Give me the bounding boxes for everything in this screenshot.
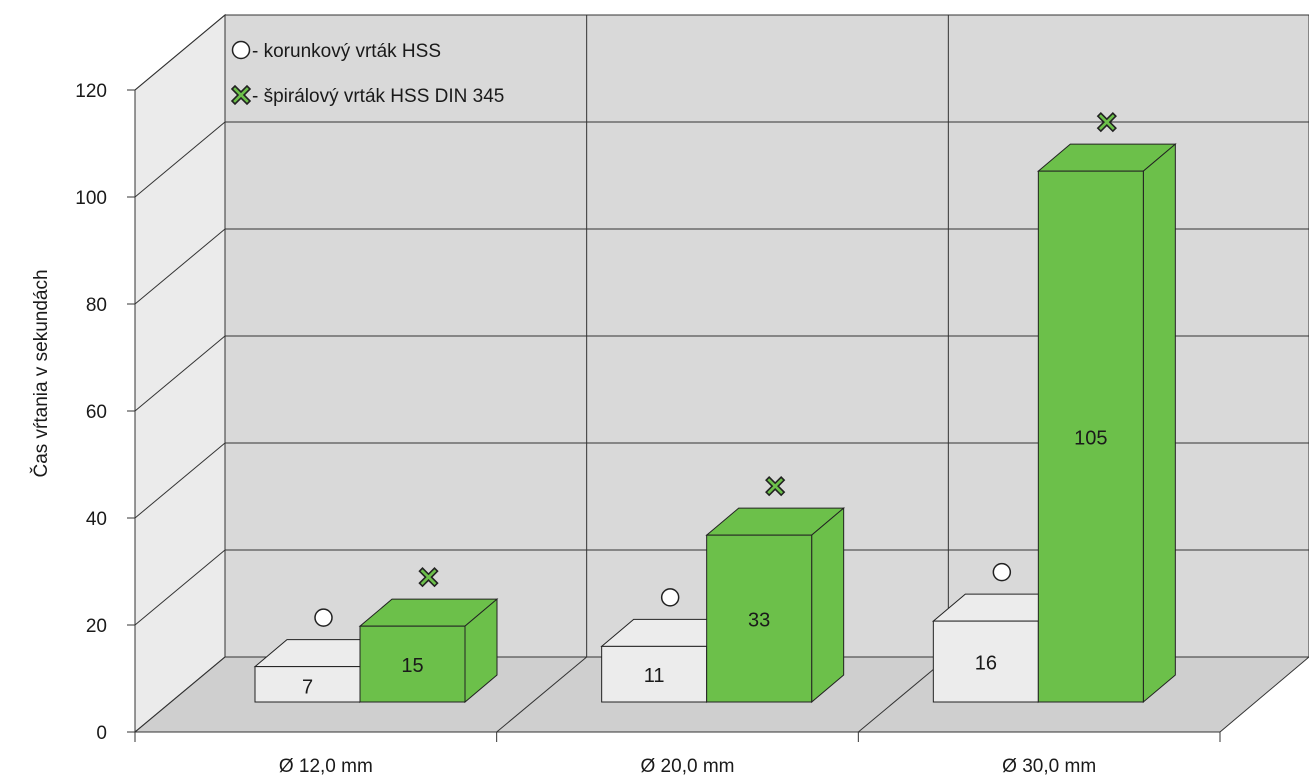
- legend-label: - korunkový vrták HSS: [252, 41, 441, 62]
- bar: [358, 598, 499, 704]
- bar-value-label: 7: [302, 676, 313, 698]
- y-tick-label: 40: [86, 509, 107, 530]
- bar-value-label: 15: [401, 655, 423, 677]
- floor-divider: [496, 656, 587, 733]
- y-tick-label: 80: [86, 295, 107, 316]
- bar-value-label: 11: [644, 665, 665, 687]
- bar: [1036, 143, 1177, 704]
- bar-front: [601, 645, 708, 703]
- bar-side: [1142, 143, 1176, 704]
- bar-value-label: 33: [748, 610, 770, 632]
- bar: [253, 638, 394, 704]
- category-label: Ø 30,0 mm: [1002, 756, 1096, 776]
- bar-front: [706, 534, 813, 703]
- bar-front: [254, 666, 361, 703]
- x-mark-icon: [230, 84, 252, 106]
- y-tick-label: 100: [75, 188, 107, 209]
- y-tick-label: 20: [86, 616, 107, 637]
- y-axis-title: Čas vŕtania v sekundách: [30, 269, 52, 477]
- gridline-diagonal: [134, 335, 226, 412]
- circle-icon: [231, 40, 251, 60]
- gridline-diagonal: [134, 14, 226, 91]
- legend-item: - korunkový vrták HSS: [231, 40, 441, 62]
- x-mark-icon: [765, 476, 786, 497]
- bar-front: [359, 625, 466, 703]
- bar-front: [932, 620, 1039, 703]
- gridline-diagonal: [134, 549, 226, 626]
- circle-icon: [660, 588, 680, 607]
- category-label: Ø 12,0 mm: [279, 756, 373, 776]
- bar-value-label: 16: [975, 653, 997, 675]
- gridline-diagonal: [134, 656, 226, 733]
- y-tick-label: 60: [86, 402, 107, 423]
- y-tick-label: 120: [75, 81, 107, 102]
- circle-icon: [992, 562, 1012, 582]
- y-tick-label: 0: [96, 723, 107, 744]
- bar-value-label: 105: [1074, 428, 1107, 450]
- gridline-diagonal: [134, 442, 226, 519]
- legend-label: - špirálový vrták HSS DIN 345: [252, 86, 504, 107]
- x-mark-icon: [418, 567, 439, 588]
- gridline-diagonal: [134, 228, 226, 305]
- bar-front: [1037, 170, 1144, 703]
- gridline-diagonal: [134, 121, 226, 198]
- x-mark-icon: [1096, 112, 1117, 133]
- bar-side: [811, 507, 845, 704]
- category-label: Ø 20,0 mm: [641, 756, 735, 776]
- legend-item: - špirálový vrták HSS DIN 345: [230, 84, 504, 107]
- circle-icon: [314, 608, 333, 627]
- bar: [705, 507, 846, 704]
